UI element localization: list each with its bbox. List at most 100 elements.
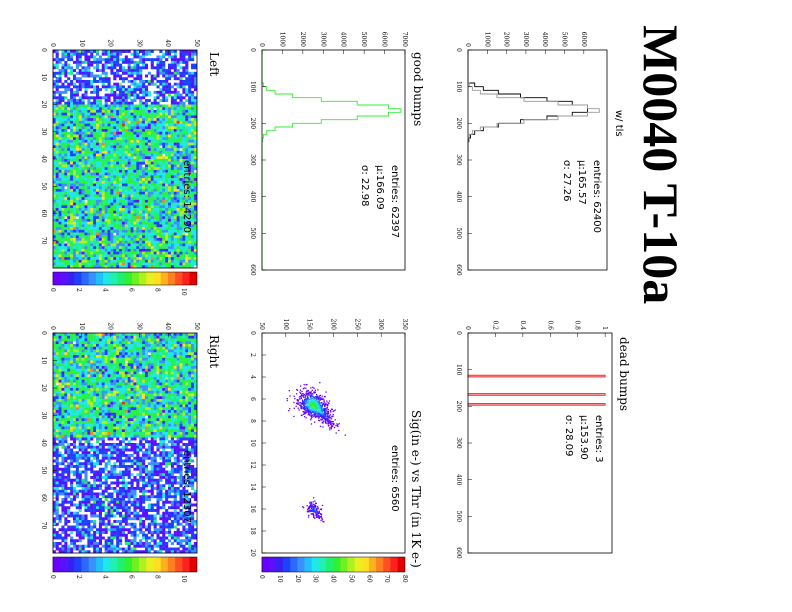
heatmap-cell xyxy=(90,71,94,75)
heatmap-cell xyxy=(127,120,131,124)
y-tick-label: 1 xyxy=(601,326,608,330)
scatter-point xyxy=(309,501,311,503)
scatter-point xyxy=(314,391,316,393)
heatmap-cell xyxy=(93,104,97,108)
heatmap-cell xyxy=(81,227,85,231)
heatmap-cell xyxy=(58,251,62,255)
heatmap-cell xyxy=(139,120,143,124)
heatmap-cell xyxy=(64,224,68,228)
heatmap-cell xyxy=(150,82,154,86)
heatmap-cell xyxy=(170,150,174,154)
heatmap-cell xyxy=(173,213,177,217)
heatmap-cell xyxy=(147,142,151,146)
heatmap-cell xyxy=(78,169,82,173)
heatmap-cell xyxy=(84,60,88,64)
heatmap-cell xyxy=(162,216,166,220)
heatmap-cell xyxy=(72,246,77,250)
heatmap-cell xyxy=(93,254,97,258)
heatmap-cell xyxy=(127,161,131,165)
heatmap-cell xyxy=(119,77,123,81)
heatmap-cell xyxy=(139,50,143,53)
heatmap-cell xyxy=(75,107,79,111)
heatmap-cell xyxy=(98,194,102,198)
heatmap-cell xyxy=(101,77,105,81)
heatmap-cell xyxy=(165,118,169,122)
heatmap-cell xyxy=(188,139,192,143)
heatmap-cell xyxy=(87,82,91,86)
heatmap-cell xyxy=(156,199,160,203)
heatmap-cell xyxy=(70,55,74,59)
heatmap-cell xyxy=(144,188,149,192)
heatmap-cell xyxy=(124,202,128,206)
heatmap-cell xyxy=(119,153,123,157)
scatter-point xyxy=(311,393,313,395)
heatmap-cell xyxy=(72,82,77,86)
heatmap-cell xyxy=(142,90,146,94)
heatmap-cell xyxy=(185,112,189,116)
heatmap-cell xyxy=(58,161,62,165)
heatmap-cell xyxy=(72,142,77,146)
heatmap-cell xyxy=(58,74,62,78)
heatmap-cell xyxy=(176,197,180,201)
heatmap-cell xyxy=(182,112,186,116)
heatmap-cell xyxy=(191,235,195,239)
heatmap-cell xyxy=(61,251,65,255)
heatmap-cell xyxy=(101,161,105,165)
heatmap-cell xyxy=(70,52,74,56)
scatter-point xyxy=(316,512,318,514)
heatmap-cell xyxy=(139,208,143,211)
heatmap-cell xyxy=(133,178,137,181)
heatmap-cell xyxy=(179,123,183,127)
heatmap-cell xyxy=(72,178,77,181)
heatmap-cell xyxy=(130,71,134,75)
heatmap-cell xyxy=(52,199,56,203)
heatmap-cell xyxy=(188,129,192,132)
heatmap-cell xyxy=(116,248,120,252)
heatmap-cell xyxy=(173,224,177,228)
heatmap-cell xyxy=(67,109,71,113)
heatmap-cell xyxy=(193,186,197,190)
heatmap-cell xyxy=(72,221,77,225)
scatter-point xyxy=(329,421,332,423)
heatmap-cell xyxy=(150,115,154,119)
heatmap-cell xyxy=(124,172,128,176)
heatmap-cell xyxy=(93,180,97,184)
heatmap-cell xyxy=(67,243,71,247)
heatmap-cell xyxy=(90,148,94,152)
heatmap-cell xyxy=(170,251,174,255)
heatmap-cell xyxy=(182,169,186,173)
heatmap-cell xyxy=(90,142,94,146)
heatmap-cell xyxy=(133,197,137,201)
heatmap-cell xyxy=(153,90,157,94)
heatmap-cell xyxy=(162,63,166,67)
heatmap-cell xyxy=(139,71,143,75)
heatmap-cell xyxy=(165,153,169,157)
heatmap-cell xyxy=(168,169,172,173)
heatmap-cell xyxy=(173,172,177,176)
scatter-point xyxy=(316,403,318,405)
heatmap-cell xyxy=(142,232,146,236)
heatmap-cell xyxy=(165,208,169,211)
heatmap-cell xyxy=(124,259,128,263)
heatmap-cell xyxy=(170,156,174,160)
heatmap-cell xyxy=(96,235,100,239)
heatmap-cell xyxy=(139,142,143,146)
heatmap-cell xyxy=(58,137,62,141)
heatmap-cell xyxy=(64,52,68,56)
heatmap-cell xyxy=(159,183,163,187)
heatmap-cell xyxy=(58,218,62,222)
heatmap-cell xyxy=(191,126,195,130)
heatmap-cell xyxy=(127,175,131,179)
heatmap-cell xyxy=(107,118,111,122)
heatmap-cell xyxy=(170,216,174,220)
heatmap-cell xyxy=(110,69,114,72)
heatmap-cell xyxy=(133,183,137,187)
heatmap-cell xyxy=(107,188,111,192)
heatmap-cell xyxy=(173,55,177,59)
heatmap-cell xyxy=(78,55,82,59)
heatmap-cell xyxy=(110,194,114,198)
heatmap-cell xyxy=(55,216,59,220)
heatmap-cell xyxy=(116,224,120,228)
heatmap-cell xyxy=(168,191,172,195)
scatter-point xyxy=(303,411,305,413)
